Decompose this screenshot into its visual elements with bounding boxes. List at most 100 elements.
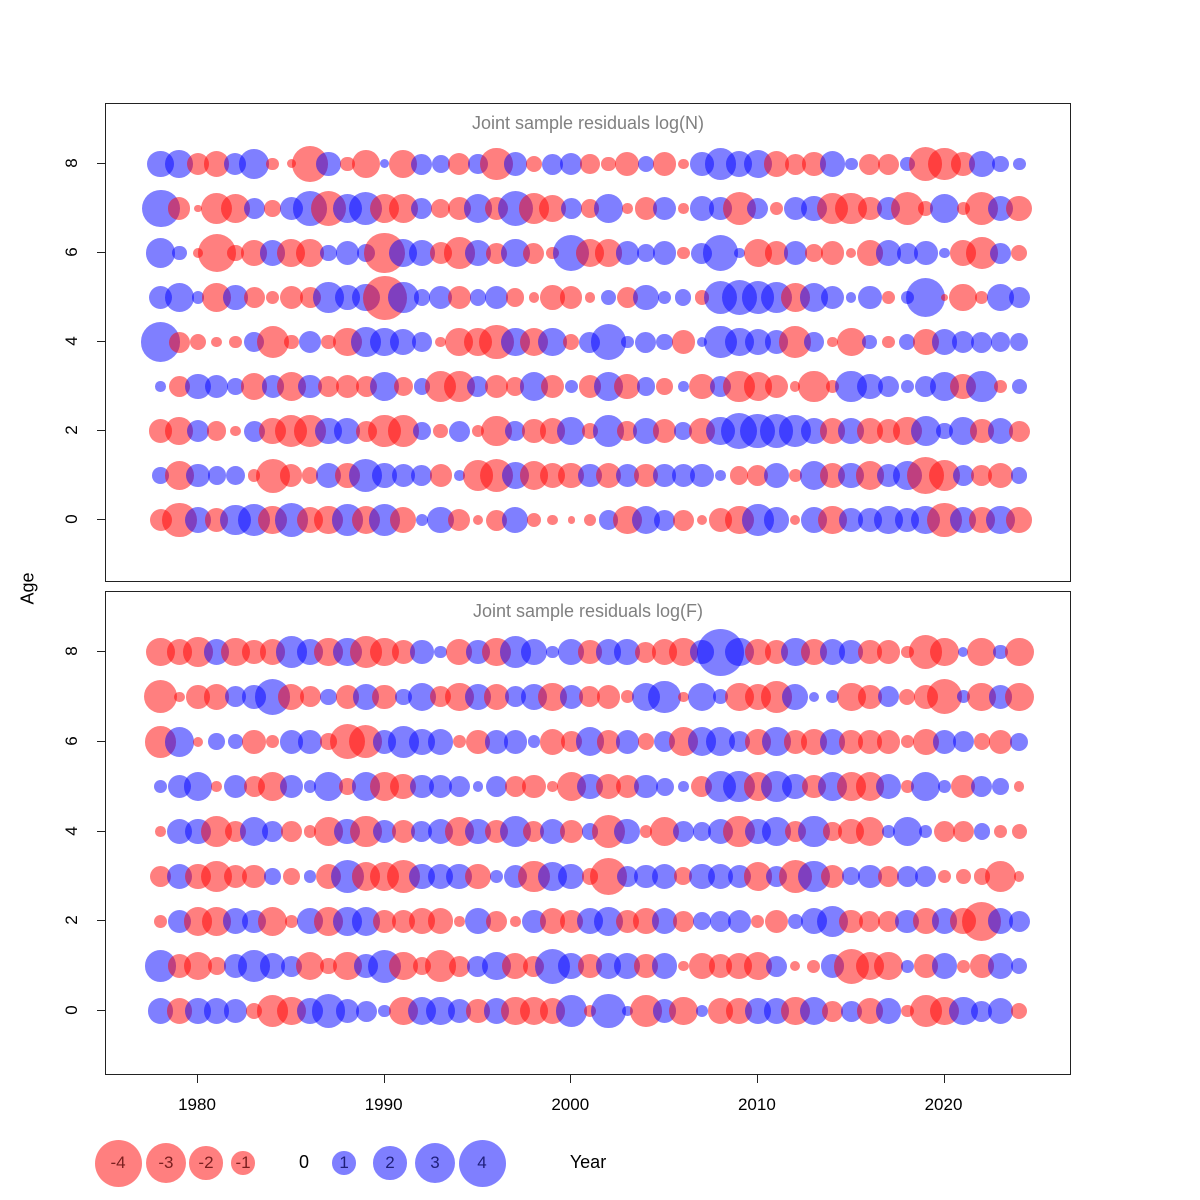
bubble [747,465,769,486]
y-tick-mark [97,740,105,742]
bubble [194,204,202,213]
bubble [614,373,641,400]
bubble [715,470,726,481]
legend-bubble: -4 [94,1139,142,1187]
bubble [845,247,857,259]
bubble [844,157,858,171]
y-tick-mark [97,341,105,342]
bubble [975,291,989,304]
y-tick-label: 2 [62,915,81,925]
bubble [447,999,471,1023]
bubble [808,691,820,703]
y-tick-mark [97,252,105,253]
bubble [766,955,787,977]
bubble [987,462,1014,489]
bubble [558,863,585,890]
bubble [728,731,750,753]
bubble [486,776,508,798]
bubble [898,688,916,706]
x-tick-label: 2000 [551,1095,590,1114]
bubble [410,774,434,799]
bubble [1008,287,1030,308]
bubble [939,247,950,259]
bubble [802,152,826,176]
bubble [651,863,678,890]
bubble [932,730,957,754]
bubble [783,241,807,265]
y-tick-mark [97,920,105,922]
bubble [804,243,823,263]
bubble [970,419,994,443]
bubble [546,645,560,659]
bubble [826,690,839,704]
bubble [164,283,194,312]
legend-bubble: 4 [458,1139,506,1187]
bubble [840,1000,862,1022]
bubble [186,419,210,443]
panel-log-f: Joint sample residuals log(F) [105,591,1071,1075]
y-tick-label: 0 [62,1005,81,1015]
bubble [692,912,711,931]
bubble [242,864,266,889]
bubble [296,239,324,267]
bubble [303,869,317,883]
bubble [678,158,689,170]
bubble [320,244,337,262]
bubble [672,910,694,932]
y-tick-mark [97,430,105,431]
bubble [448,508,471,532]
bubble [538,327,567,357]
bubble [243,420,265,442]
y-tick-label: 6 [62,247,81,257]
bubble [547,781,558,792]
bubble [390,507,417,533]
bubble [855,817,885,846]
bubble [168,197,191,220]
bubble [320,957,337,975]
bubble [562,333,580,351]
bubble [651,953,678,979]
bubble [528,292,540,303]
bubble [652,241,677,265]
bubble [971,776,993,798]
bubble [264,868,281,885]
bubble [615,730,639,754]
bubble [183,951,213,981]
bubble [339,778,356,795]
bubble [280,464,303,487]
bubble [973,823,991,840]
bubble [892,817,922,846]
bubble [155,381,166,392]
bubble [696,514,708,526]
bubble [279,285,304,310]
bubble [189,333,207,351]
bubble [559,685,583,709]
y-tick-mark [97,519,105,520]
bubble [858,640,882,664]
bubble [862,334,878,350]
bubble [987,998,1014,1024]
bubble [578,463,602,488]
bubble [952,330,975,354]
panel-log-f-title: Joint sample residuals log(F) [472,601,704,621]
bubble [256,325,289,359]
bubble [298,730,322,754]
bubble [211,336,222,348]
bubble [858,864,882,889]
bubble [168,331,190,353]
bubble [678,781,689,792]
bubble [427,908,454,935]
bubble [784,153,806,175]
bubble [388,282,419,313]
bubble [526,512,542,528]
bubble [672,509,694,531]
bubble [559,819,583,844]
bubble [316,151,341,177]
bubble [695,1004,709,1018]
bubble [318,376,340,397]
bubble [484,374,509,399]
bubble [845,292,857,303]
bubble [914,241,938,265]
bubble [145,238,176,268]
